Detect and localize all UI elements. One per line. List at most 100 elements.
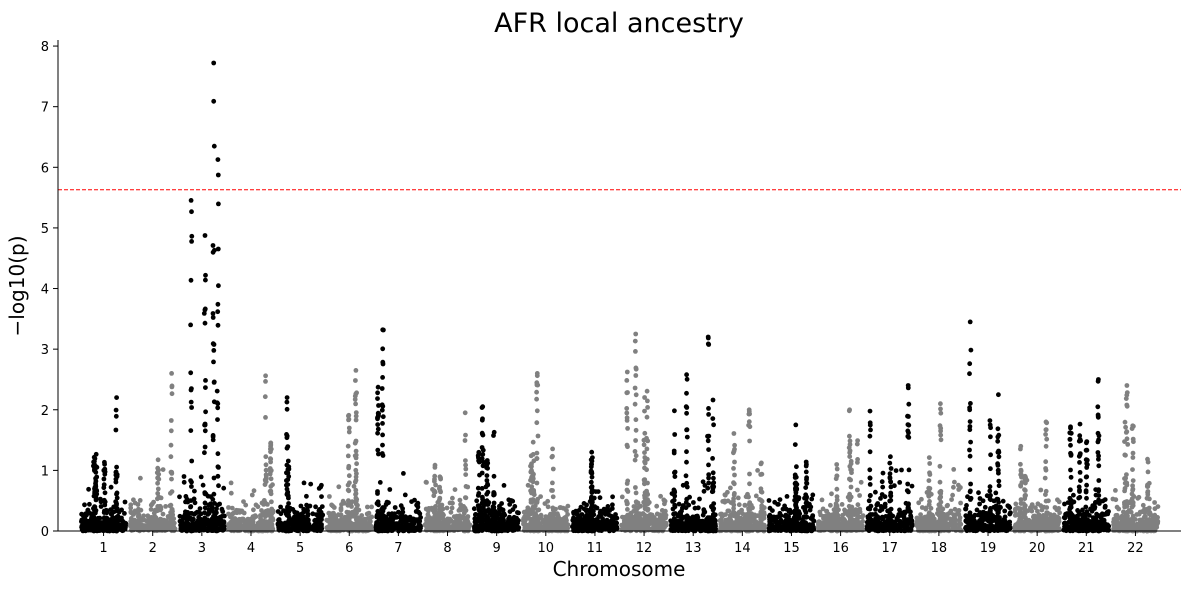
data-point <box>211 60 217 66</box>
data-point <box>375 426 381 432</box>
data-point <box>211 98 217 104</box>
data-point <box>476 503 482 509</box>
data-point <box>503 521 508 527</box>
data-point <box>335 518 340 523</box>
data-point <box>338 505 344 511</box>
data-point <box>829 491 834 497</box>
data-point <box>105 517 111 522</box>
data-point <box>709 489 715 495</box>
data-point <box>285 444 291 449</box>
data-point <box>292 522 298 528</box>
data-point <box>839 502 845 507</box>
data-point <box>169 526 175 531</box>
data-point <box>380 375 385 380</box>
data-point <box>847 454 853 459</box>
data-point <box>633 373 639 378</box>
chromosome-9-points <box>471 404 522 534</box>
data-point <box>672 469 678 475</box>
data-point <box>432 505 438 510</box>
data-point <box>212 501 218 506</box>
data-point <box>589 470 595 476</box>
data-point <box>346 511 351 517</box>
data-point <box>855 514 861 519</box>
data-point <box>376 403 381 408</box>
data-point <box>817 509 823 515</box>
data-point <box>130 512 136 517</box>
data-point <box>722 492 728 498</box>
data-point <box>375 513 381 519</box>
data-point <box>197 506 203 511</box>
data-point <box>693 516 699 522</box>
data-point <box>848 484 854 490</box>
data-point <box>847 433 852 439</box>
data-point <box>476 449 482 455</box>
chromosome-1-points <box>79 395 129 534</box>
data-point <box>301 480 307 486</box>
data-point <box>654 503 660 509</box>
data-point <box>122 511 127 516</box>
data-point <box>189 233 195 239</box>
data-point <box>352 397 358 402</box>
data-point <box>775 501 780 507</box>
data-point <box>404 523 409 529</box>
data-point <box>810 514 815 520</box>
data-point <box>625 513 631 519</box>
data-point <box>188 399 194 405</box>
data-point <box>632 338 638 344</box>
data-point <box>221 485 227 491</box>
data-point <box>642 477 648 482</box>
data-point <box>169 471 175 476</box>
data-point <box>148 507 154 512</box>
data-point <box>122 499 128 505</box>
data-point <box>443 520 449 526</box>
data-point <box>423 479 429 485</box>
data-point <box>672 408 677 414</box>
data-point <box>475 518 481 524</box>
data-point <box>353 378 358 383</box>
data-point <box>110 528 115 533</box>
data-point <box>91 522 97 528</box>
data-point <box>476 507 482 513</box>
data-point <box>203 519 208 524</box>
data-point <box>203 378 208 383</box>
data-point <box>528 463 533 469</box>
data-point <box>215 401 221 407</box>
data-point <box>268 491 274 497</box>
data-point <box>215 522 221 527</box>
data-point <box>848 519 854 525</box>
data-point <box>253 502 259 508</box>
data-point <box>396 510 402 515</box>
data-point <box>828 523 834 529</box>
data-point <box>732 459 737 465</box>
data-point <box>728 485 733 491</box>
data-point <box>222 513 227 519</box>
data-point <box>189 484 194 489</box>
data-point <box>672 511 678 516</box>
data-point <box>353 401 358 407</box>
data-point <box>457 497 463 503</box>
data-point <box>81 525 86 531</box>
data-point <box>286 474 292 479</box>
data-point <box>310 524 315 530</box>
data-point <box>810 492 816 498</box>
data-point <box>485 481 490 487</box>
data-point <box>268 440 274 446</box>
data-point <box>589 496 594 502</box>
data-point <box>192 500 198 506</box>
data-point <box>98 504 104 509</box>
data-point <box>705 438 711 444</box>
data-point <box>169 512 174 517</box>
data-point <box>721 512 726 518</box>
data-point <box>529 484 535 490</box>
data-point <box>474 498 480 504</box>
data-point <box>463 472 469 477</box>
data-point <box>645 405 650 410</box>
data-point <box>380 526 385 531</box>
data-point <box>625 507 630 512</box>
data-point <box>545 504 551 510</box>
data-point <box>811 518 817 524</box>
data-point <box>183 525 189 531</box>
data-point <box>624 378 630 383</box>
data-point <box>746 407 752 413</box>
